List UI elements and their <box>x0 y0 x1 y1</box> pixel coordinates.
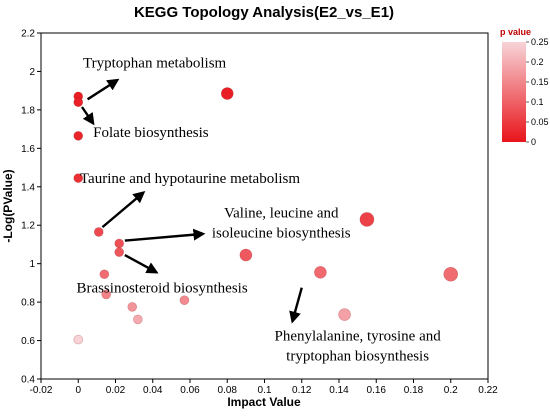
pathway-annotation: Folate biosynthesis <box>93 125 209 141</box>
legend-tick-label: 0.25 <box>531 37 549 47</box>
pathway-annotation: Valine, leucine and isoleucine biosynthes… <box>212 206 351 242</box>
data-point <box>114 238 125 249</box>
annotation-arrow <box>86 78 120 101</box>
y-tick-label: 1.8 <box>21 105 35 116</box>
x-tick-label: 0.2 <box>444 385 458 396</box>
data-point <box>101 289 111 300</box>
y-tick-label: 1.2 <box>21 221 35 232</box>
annotation-arrow <box>124 228 206 242</box>
x-tick-label: 0.22 <box>478 385 498 396</box>
pathway-annotation: Tryptophan metabolism <box>83 56 227 72</box>
data-points <box>73 87 459 345</box>
y-tick-label: 0.4 <box>21 375 35 386</box>
y-tick-label: 2.2 <box>21 29 35 40</box>
data-point <box>93 227 104 237</box>
data-point <box>73 131 84 141</box>
x-tick-label: 0.14 <box>329 385 349 396</box>
legend-tick-label: 0.15 <box>531 77 549 87</box>
annotation-line: Valine, leucine and <box>224 206 339 222</box>
y-axis-label: -Log(PValue) <box>1 169 15 242</box>
annotation-arrow <box>101 190 146 229</box>
data-point <box>133 314 143 325</box>
x-tick-label: 0.02 <box>106 385 126 396</box>
x-tick-label: 0.1 <box>258 385 272 396</box>
data-point <box>220 87 234 100</box>
legend-tick-label: 0.2 <box>531 57 544 67</box>
y-tick-label: 1.6 <box>21 144 35 155</box>
data-point <box>73 334 84 345</box>
data-point <box>338 308 351 321</box>
annotation-line: Tryptophan metabolism <box>83 56 227 72</box>
data-point <box>443 266 459 282</box>
data-point <box>359 212 375 227</box>
pathway-annotations: Tryptophan metabolism Folate biosynthesis… <box>76 56 441 365</box>
y-tick-label: 1.4 <box>21 182 35 193</box>
legend-title: p value <box>500 27 531 37</box>
p-value-legend: p value 0.25 0.2 0.15 0.1 0.05 0 <box>500 27 549 147</box>
chart-title: KEGG Topology Analysis(E2_vs_E1) <box>134 4 394 21</box>
data-point <box>114 247 125 257</box>
y-tick-label: 1 <box>29 259 35 270</box>
data-point <box>127 302 138 312</box>
data-point <box>99 269 110 280</box>
annotation-line: isoleucine biosynthesis <box>212 226 351 242</box>
pathway-annotation: Taurine and hypotaurine metabolism <box>80 171 300 187</box>
legend-ticks: 0.25 0.2 0.15 0.1 0.05 0 <box>526 37 549 147</box>
annotation-arrow <box>124 253 159 274</box>
data-point <box>73 173 84 183</box>
x-axis-label: Impact Value <box>227 395 301 409</box>
x-tick-label: -0.02 <box>30 385 53 396</box>
x-tick-label: 0.08 <box>218 385 238 396</box>
x-tick-label: 0 <box>75 385 81 396</box>
annotation-arrow <box>289 287 303 324</box>
data-point <box>239 248 253 262</box>
y-axis-ticks: 0.4 0.6 0.8 1 1.2 1.4 1.6 1.8 2 2.2 <box>21 29 41 386</box>
y-tick-label: 0.6 <box>21 336 35 347</box>
legend-tick-label: 0.05 <box>531 117 549 127</box>
x-tick-label: 0.18 <box>404 385 424 396</box>
data-point <box>179 295 190 305</box>
annotation-line: Phenylalanine, tyrosine and <box>275 329 442 345</box>
legend-tick-label: 0.1 <box>531 97 544 107</box>
x-axis-ticks: -0.02 0 0.02 0.04 0.06 0.08 0.1 0.12 0.14 0.16 0.1… <box>30 379 498 396</box>
legend-tick-label: 0 <box>531 137 536 147</box>
y-tick-label: 2 <box>29 67 35 78</box>
pathway-annotation: Phenylalanine, tyrosine and tryptophan bi… <box>275 329 442 365</box>
annotation-line: tryptophan biosynthesis <box>286 349 429 365</box>
annotation-line: Taurine and hypotaurine metabolism <box>80 171 300 187</box>
annotation-arrow <box>80 106 95 126</box>
data-point <box>73 97 84 107</box>
x-tick-label: 0.12 <box>292 385 312 396</box>
x-tick-label: 0.16 <box>367 385 387 396</box>
data-point <box>314 266 327 279</box>
annotation-line: Folate biosynthesis <box>93 125 209 141</box>
annotation-line: Brassinosteroid biosynthesis <box>76 281 247 297</box>
y-tick-label: 0.8 <box>21 298 35 309</box>
pathway-annotation: Brassinosteroid biosynthesis <box>76 281 247 297</box>
x-tick-label: 0.06 <box>180 385 200 396</box>
x-tick-label: 0.04 <box>143 385 163 396</box>
annotation-arrows <box>80 78 303 324</box>
legend-color-bar <box>502 42 526 142</box>
